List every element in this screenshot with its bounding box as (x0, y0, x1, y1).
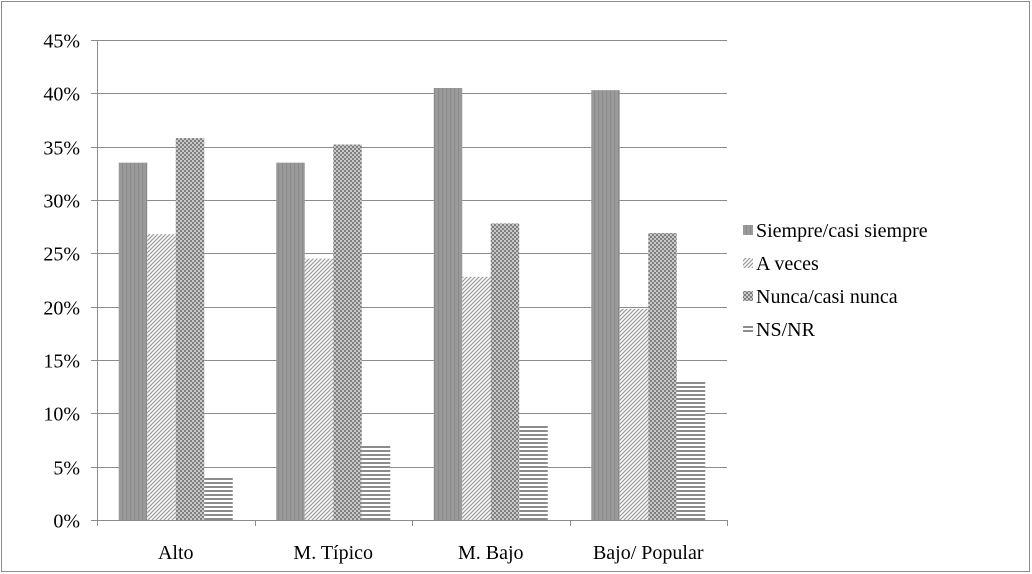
bar (276, 162, 305, 520)
bar (175, 138, 205, 520)
x-tick-label: Bajo/ Popular (593, 542, 704, 564)
legend-swatch (743, 291, 753, 301)
y-tick-label: 15% (43, 351, 80, 373)
legend-swatch (743, 324, 753, 334)
bar (619, 308, 649, 520)
y-tick-label: 40% (43, 84, 80, 106)
bar (462, 276, 491, 520)
bar (304, 258, 334, 520)
bar (118, 162, 148, 520)
y-tick-label: 20% (43, 298, 80, 320)
bar (433, 88, 463, 520)
legend: Siempre/casi siempre A veces Nunca/casi nu… (743, 220, 928, 341)
bar (333, 144, 362, 521)
legend-swatch (743, 225, 753, 235)
bar (147, 234, 176, 520)
y-tick-label: 5% (53, 458, 80, 480)
y-tick-label: 45% (43, 31, 80, 53)
legend-label: A veces (756, 253, 819, 275)
x-tick-label: M. Bajo (458, 542, 524, 564)
bar (361, 445, 391, 520)
legend-label: NS/NR (756, 319, 816, 341)
y-tick-label: 35% (43, 138, 80, 160)
bar (204, 477, 233, 520)
bar (519, 424, 548, 520)
legend-label: Nunca/casi nunca (756, 286, 898, 308)
y-tick-label: 0% (53, 511, 80, 533)
y-tick-label: 25% (43, 244, 80, 266)
x-tick-label: M. Típico (293, 542, 373, 564)
x-tick-label: Alto (158, 542, 194, 564)
legend-swatch (743, 258, 753, 268)
y-tick-label: 30% (43, 191, 80, 213)
bar (591, 90, 620, 520)
bars (118, 88, 706, 521)
y-tick-label: 10% (43, 404, 80, 426)
bar (648, 233, 677, 521)
bar (676, 381, 706, 520)
bar (490, 223, 520, 520)
axes: 0% 5% 10% 15% 20% 25% 30% 35% 40% 45% Alto M. Típic… (43, 31, 728, 564)
legend-label: Siempre/casi siempre (756, 220, 928, 242)
